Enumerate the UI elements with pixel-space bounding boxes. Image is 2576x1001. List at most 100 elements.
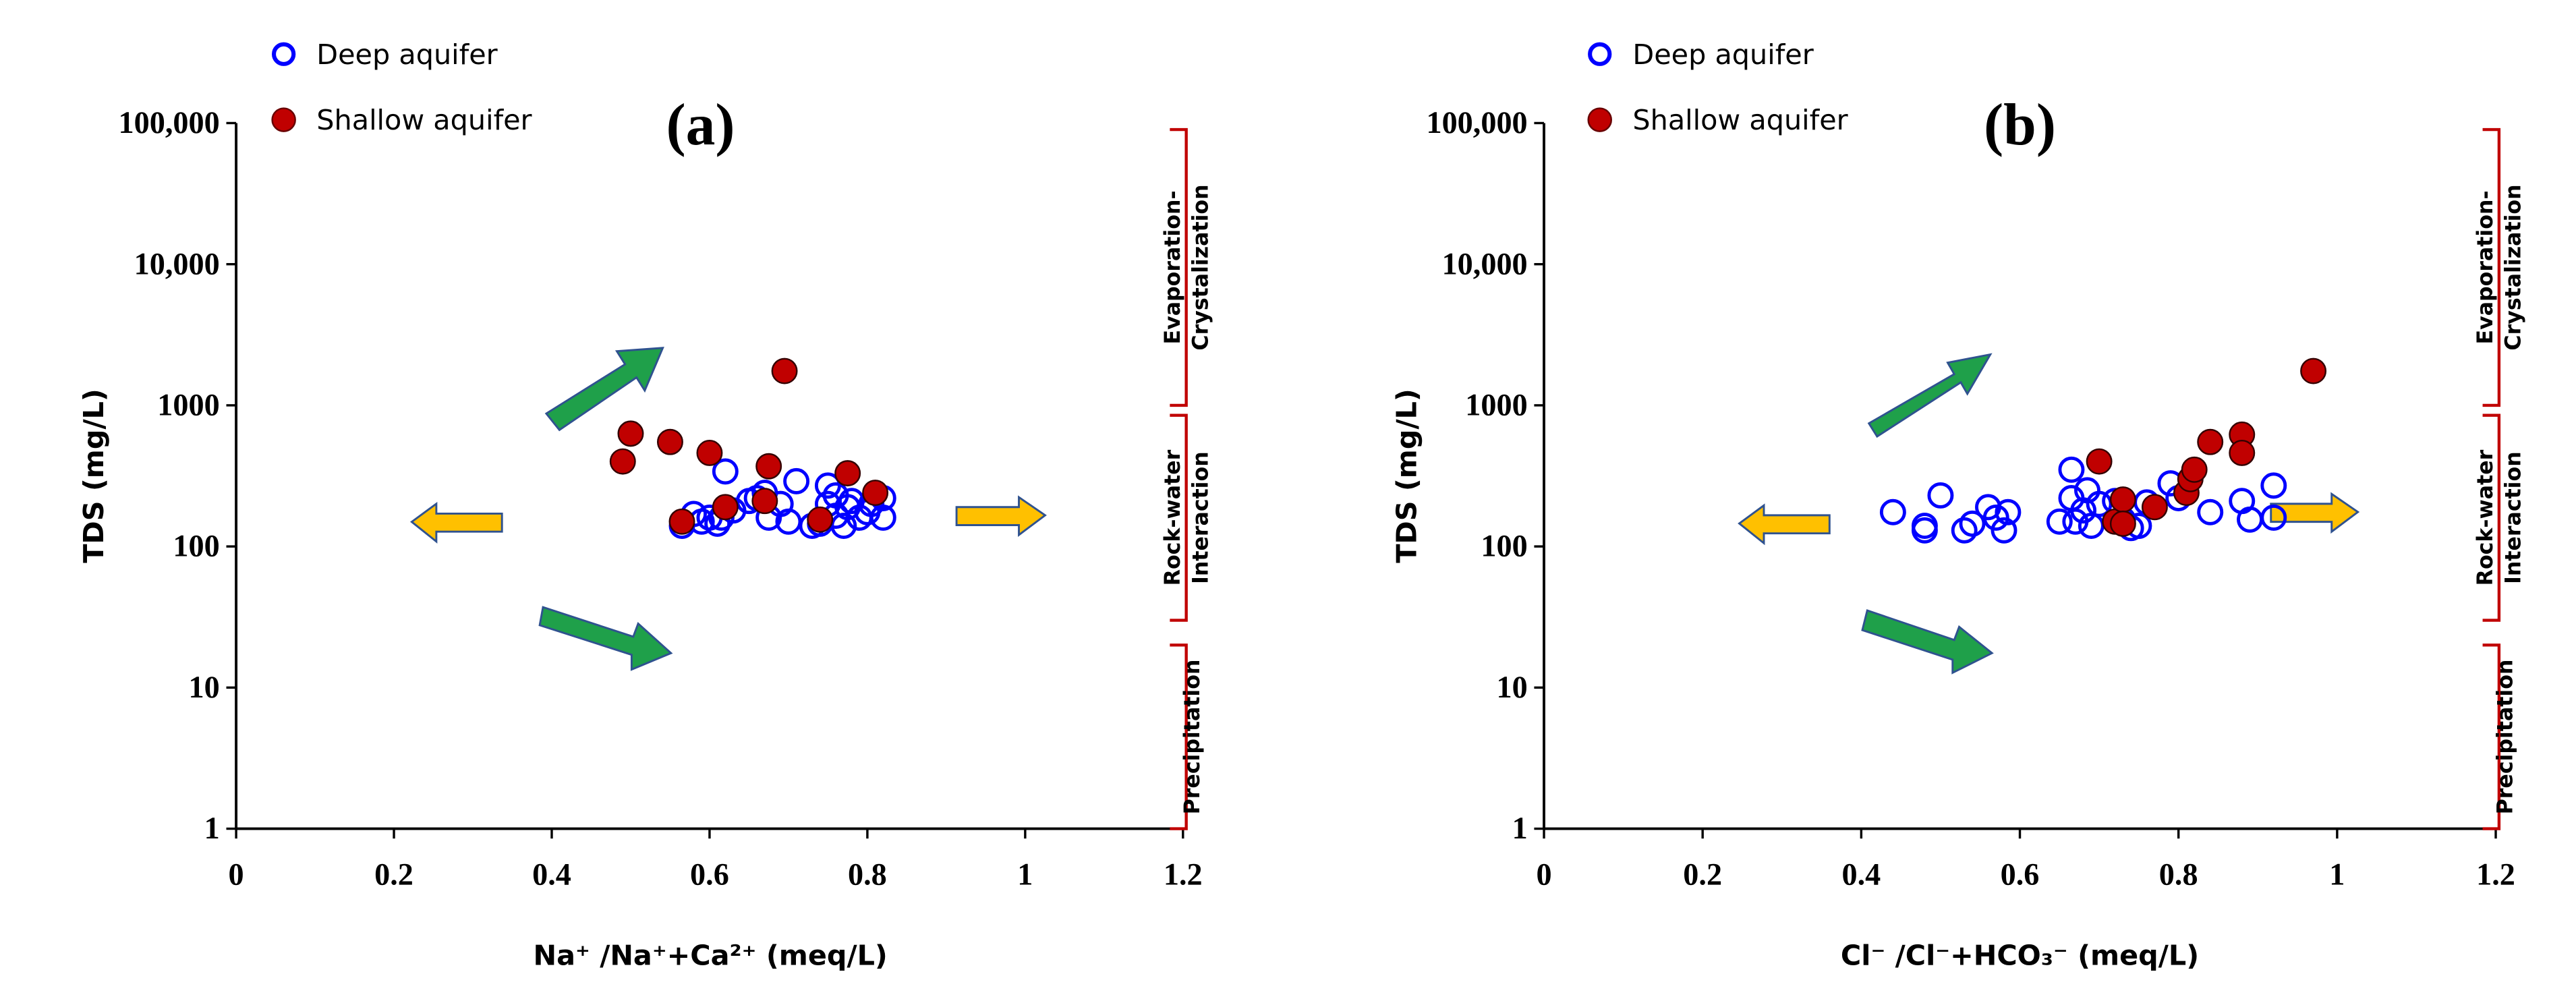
shallow-aquifer-point (2229, 439, 2256, 466)
legend-label-shallow: Shallow aquifer (316, 104, 532, 136)
deep-aquifer-point (712, 458, 739, 485)
deep-aquifer-point (1959, 510, 1986, 537)
y-tick-label: 10,000 (1442, 246, 1528, 281)
deep-aquifer-point (1991, 517, 2017, 544)
x-tick-label: 0.8 (848, 857, 887, 891)
x-tick-label: 1 (1017, 857, 1033, 891)
y-tick-label: 10 (189, 670, 220, 704)
deep-aquifer-point (1982, 504, 2009, 531)
deep-aquifer-point (1911, 517, 1938, 544)
zone-bracket (2482, 127, 2501, 407)
shallow-aquifer-point (617, 420, 644, 447)
zone-label: Interaction (2502, 451, 2526, 584)
x-tick-label: 1.2 (2476, 857, 2515, 891)
shallow-aquifer-point (751, 488, 778, 515)
shallow-aquifer-point (2300, 358, 2327, 384)
deep-aquifer-point (869, 504, 896, 531)
deep-aquifer-point (2237, 506, 2263, 533)
deep-aquifer-point (2046, 508, 2073, 535)
deep-aquifer-point (1951, 517, 1978, 544)
deep-aquifer-point (2058, 456, 2085, 483)
y-axis-label: TDS (mg/L) (78, 389, 110, 563)
x-tick-label: 0 (229, 857, 244, 891)
arrow-right-icon (955, 495, 1047, 538)
x-tick-label: 0.4 (532, 857, 571, 891)
y-tick-label: 100,000 (119, 105, 220, 140)
zone-label: Precipitation (2493, 660, 2517, 815)
shallow-aquifer-point (656, 428, 683, 455)
legend-label-deep: Deep aquifer (316, 38, 497, 71)
shallow-aquifer-point (771, 358, 798, 384)
y-tick-label: 1 (1512, 811, 1528, 845)
zone-label: Interaction (1189, 451, 1213, 584)
arrow-up-right-icon (544, 347, 664, 432)
shallow-aquifer-point (712, 494, 739, 521)
shallow-aquifer-point (609, 448, 636, 475)
deep-aquifer-point (2260, 472, 2287, 499)
zone-label: Rock-water (1161, 449, 1185, 585)
deep-aquifer-point (2197, 498, 2224, 525)
shallow-aquifer-point (2086, 448, 2113, 475)
deep-aquifer-point (2070, 497, 2097, 524)
panel-label: (b) (1984, 92, 2056, 157)
zone-bracket (1170, 413, 1188, 622)
y-tick-label: 100 (173, 529, 219, 563)
legend-marker-deep (1588, 42, 1612, 66)
y-tick-label: 100 (1481, 529, 1527, 563)
panel-label: (a) (666, 92, 735, 157)
x-axis-label: Cl⁻ /Cl⁻+HCO₃⁻ (meq/L) (1841, 939, 2199, 971)
y-tick-label: 10 (1496, 670, 1527, 704)
arrow-right-icon (2270, 492, 2360, 534)
chart-panel-a: (a) Deep aquifer Shallow aquifer TDS (mg… (78, 38, 1213, 972)
deep-aquifer-point (1927, 482, 1954, 509)
zone-bracket (2482, 644, 2501, 830)
deep-aquifer-point (783, 467, 810, 494)
arrow-down-right-icon (538, 606, 673, 671)
y-tick-label: 10,000 (134, 246, 220, 281)
legend: Deep aquifer Shallow aquifer (1587, 38, 1848, 136)
x-tick-label: 0.6 (690, 857, 729, 891)
zone-bracket (2482, 413, 2501, 622)
zone-bracket (1170, 644, 1188, 830)
zone-label: Rock-water (2473, 449, 2498, 585)
deep-aquifer-point (1879, 498, 1906, 525)
chart-panel-b: (b) Deep aquifer Shallow aquifer TDS (mg… (1390, 38, 2525, 972)
shallow-aquifer-point (862, 480, 889, 507)
legend-marker-deep (271, 42, 296, 66)
x-axis-label: Na⁺ /Na⁺+Ca²⁺ (meq/L) (534, 939, 888, 971)
zone-bracket (1170, 127, 1188, 407)
deep-aquifer-point (1995, 498, 2022, 525)
y-tick-label: 1 (204, 811, 220, 845)
arrow-left-icon (1738, 503, 1831, 546)
legend-marker-shallow (271, 107, 296, 132)
legend: Deep aquifer Shallow aquifer (271, 38, 532, 136)
y-tick-label: 100,000 (1426, 105, 1527, 140)
zone-label: Crystalization (1189, 184, 1213, 350)
legend-label-deep: Deep aquifer (1632, 38, 1813, 71)
legend-marker-shallow (1587, 107, 1612, 132)
shallow-aquifer-point (834, 460, 861, 487)
arrow-left-icon (409, 501, 503, 544)
shallow-aquifer-point (696, 439, 723, 466)
x-tick-label: 0.8 (2159, 857, 2198, 891)
zone-label: Evaporation- (1161, 190, 1185, 344)
shallow-aquifer-point (2181, 456, 2208, 483)
zone-label: Precipitation (1180, 660, 1205, 815)
shallow-aquifer-point (2197, 428, 2224, 455)
shallow-aquifer-point (755, 453, 782, 480)
x-tick-label: 1 (2329, 857, 2345, 891)
deep-aquifer-point (2260, 504, 2287, 531)
y-tick-label: 1000 (157, 387, 219, 422)
y-axis-label: TDS (mg/L) (1390, 389, 1423, 563)
shallow-aquifer-point (807, 506, 834, 533)
zone-label: Evaporation- (2473, 190, 2498, 344)
zone-label: Crystalization (2502, 184, 2526, 350)
x-tick-label: 0.4 (1841, 857, 1881, 891)
deep-aquifer-point (830, 513, 857, 540)
x-tick-label: 0.6 (2001, 857, 2040, 891)
shallow-aquifer-point (2109, 510, 2136, 537)
x-tick-label: 0.2 (374, 857, 413, 891)
x-tick-label: 1.2 (1164, 857, 1203, 891)
legend-label-shallow: Shallow aquifer (1632, 104, 1848, 136)
